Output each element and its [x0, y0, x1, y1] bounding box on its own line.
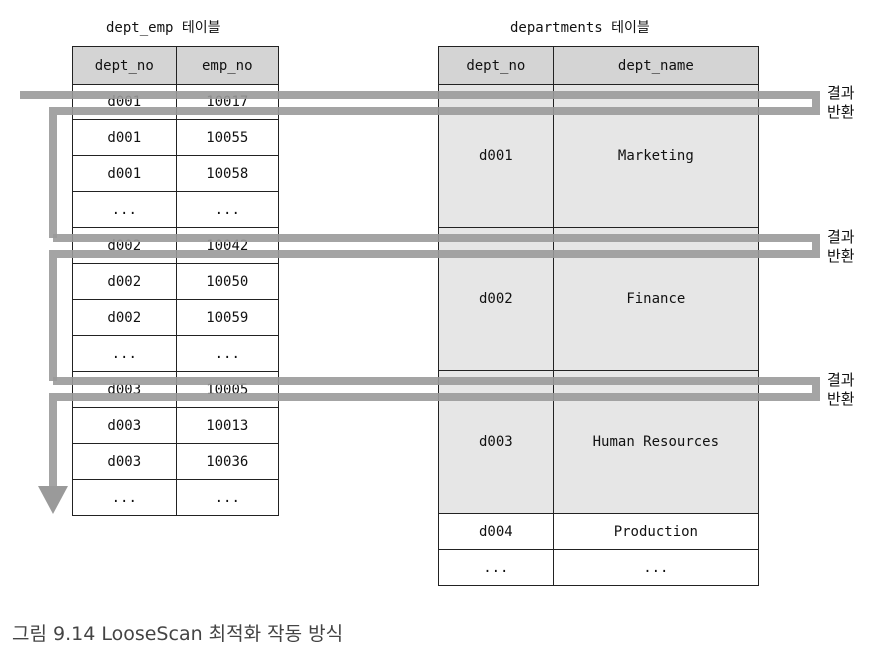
table-cell: 10059	[175, 299, 280, 336]
result-return-label: 결과 반환	[827, 371, 855, 409]
table-cell: d003	[72, 407, 177, 444]
table-cell: d001	[72, 119, 177, 156]
result-label-line: 반환	[827, 247, 855, 265]
result-return-label: 결과 반환	[827, 84, 855, 122]
table-cell: d004	[438, 513, 554, 550]
result-label-line: 결과	[827, 84, 855, 102]
scan-path-group-2	[49, 234, 820, 381]
table-cell: d002	[72, 299, 177, 336]
table-cell: d001	[72, 155, 177, 192]
left-table-title: dept_emp 테이블	[106, 20, 221, 36]
table-cell: ...	[72, 191, 177, 228]
right-table-title: departments 테이블	[510, 20, 650, 36]
table-cell: ...	[552, 549, 760, 586]
result-label-line: 반환	[827, 390, 855, 408]
table-cell: 10055	[175, 119, 280, 156]
result-label-line: 결과	[827, 371, 855, 389]
column-header: dept_no	[72, 46, 177, 85]
table-cell: ...	[72, 335, 177, 372]
table-cell: 10013	[175, 407, 280, 444]
scan-path-group-1	[20, 91, 820, 238]
result-label-line: 결과	[827, 228, 855, 246]
table-cell: Production	[552, 513, 760, 550]
result-return-label: 결과 반환	[827, 228, 855, 266]
scan-path-group-3	[49, 377, 820, 490]
figure-caption: 그림 9.14 LooseScan 최적화 작동 방식	[12, 623, 344, 645]
table-cell: ...	[438, 549, 554, 586]
table-cell: ...	[72, 479, 177, 516]
column-header: emp_no	[175, 46, 280, 85]
result-label-line: 반환	[827, 103, 855, 121]
table-cell: ...	[175, 479, 280, 516]
column-header: dept_name	[552, 46, 760, 85]
down-arrowhead-icon	[38, 486, 68, 514]
table-cell: d002	[72, 263, 177, 300]
table-cell: 10036	[175, 443, 280, 480]
